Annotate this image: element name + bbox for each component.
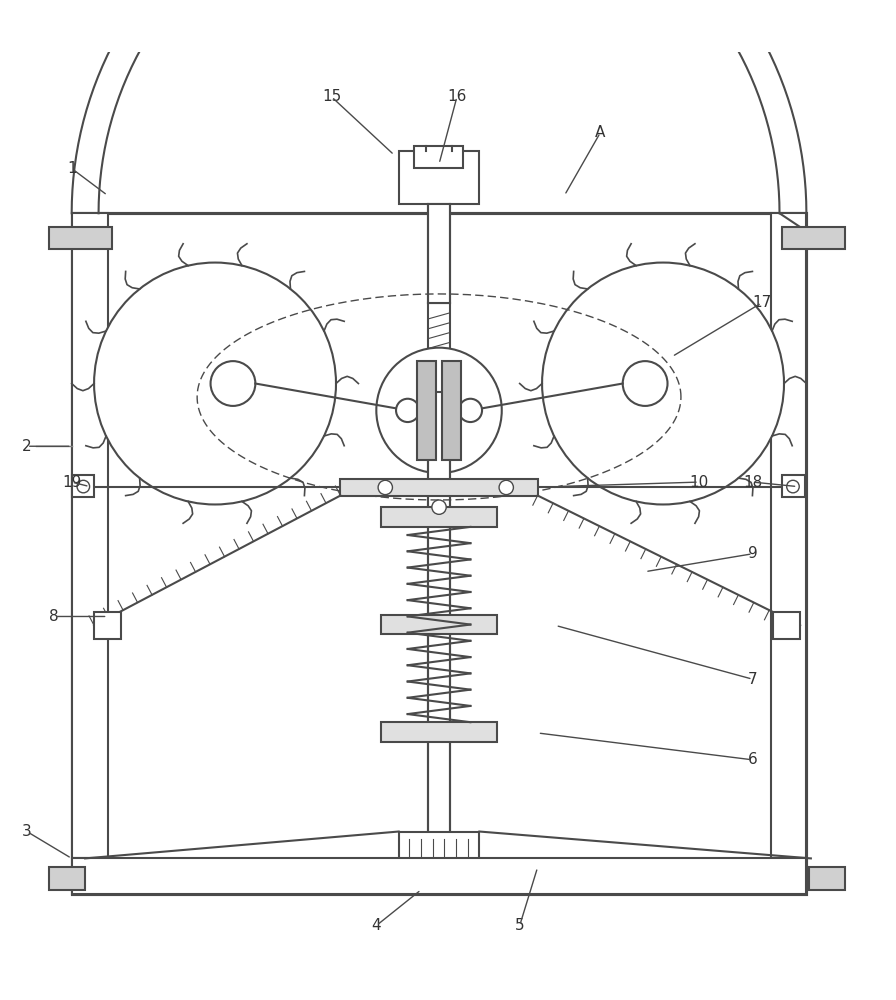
Bar (399, 832, 479, 894)
Circle shape (787, 480, 799, 493)
Bar (381, 507, 497, 527)
Circle shape (378, 480, 392, 495)
Bar (428, 204, 450, 303)
Text: 8: 8 (49, 609, 58, 624)
Text: A: A (595, 125, 606, 140)
Bar (428, 303, 450, 392)
Text: 17: 17 (752, 295, 771, 310)
Circle shape (77, 480, 90, 493)
Circle shape (499, 480, 513, 495)
Text: 4: 4 (372, 918, 381, 933)
Bar (381, 722, 497, 742)
Bar (340, 479, 538, 496)
Circle shape (211, 361, 255, 406)
Text: 5: 5 (515, 918, 524, 933)
Bar (399, 151, 479, 204)
Bar (72, 213, 806, 894)
Text: 16: 16 (447, 89, 467, 104)
Text: 1: 1 (67, 161, 76, 176)
Bar (417, 361, 436, 460)
Circle shape (396, 399, 419, 422)
Bar (809, 867, 845, 890)
Text: 2: 2 (22, 439, 31, 454)
Text: 6: 6 (748, 752, 757, 767)
Text: 9: 9 (748, 546, 757, 561)
Bar (782, 475, 805, 497)
Bar (782, 227, 845, 249)
Bar (771, 213, 806, 858)
Text: 18: 18 (743, 475, 762, 490)
Circle shape (94, 263, 336, 504)
Bar (49, 867, 85, 890)
Bar (72, 213, 108, 858)
Text: 10: 10 (689, 475, 709, 490)
Bar (773, 612, 800, 639)
Bar (72, 475, 94, 497)
Circle shape (542, 263, 784, 504)
Bar (428, 392, 450, 894)
Circle shape (376, 348, 502, 473)
Circle shape (623, 361, 668, 406)
Bar (72, 858, 806, 894)
Bar (94, 612, 121, 639)
Bar (442, 361, 461, 460)
Text: 19: 19 (62, 475, 82, 490)
Circle shape (432, 500, 446, 514)
Bar (381, 615, 497, 634)
Bar (414, 146, 463, 168)
Text: 15: 15 (322, 89, 341, 104)
Text: 7: 7 (748, 672, 757, 687)
Circle shape (459, 399, 482, 422)
Text: 3: 3 (22, 824, 31, 839)
Bar (49, 227, 112, 249)
